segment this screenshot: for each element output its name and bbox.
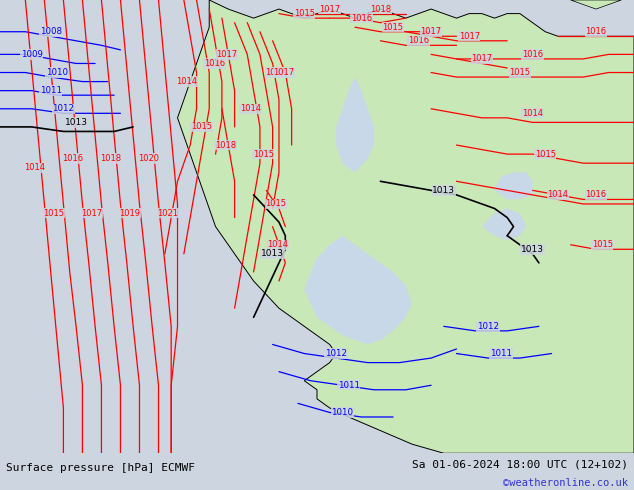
Text: 1013: 1013	[65, 118, 87, 127]
Polygon shape	[304, 236, 412, 344]
Text: 1010: 1010	[332, 408, 353, 417]
Text: 1016: 1016	[204, 59, 225, 68]
Text: 1015: 1015	[43, 209, 65, 218]
Text: 1016: 1016	[522, 50, 543, 59]
Text: 1018: 1018	[215, 141, 236, 149]
Text: 1017: 1017	[216, 50, 238, 59]
Text: 1011: 1011	[338, 381, 359, 390]
Text: 1015: 1015	[191, 122, 212, 131]
Text: 1015: 1015	[509, 68, 531, 77]
Text: 1017: 1017	[471, 54, 493, 63]
Text: 1014: 1014	[176, 77, 198, 86]
Text: 1009: 1009	[21, 50, 42, 59]
Text: 1017: 1017	[273, 68, 295, 77]
Text: 1019: 1019	[119, 209, 141, 218]
Text: 1011: 1011	[40, 86, 61, 95]
Text: 1020: 1020	[138, 154, 160, 163]
Text: 1008: 1008	[40, 27, 61, 36]
Text: 1015: 1015	[592, 240, 613, 249]
Text: 1015: 1015	[265, 199, 287, 208]
Text: 1010: 1010	[46, 68, 68, 77]
Text: 1015: 1015	[294, 9, 315, 18]
Text: 1013: 1013	[432, 186, 455, 195]
Text: 1015: 1015	[534, 149, 556, 159]
Text: 1012: 1012	[477, 322, 499, 331]
Text: 1017: 1017	[458, 32, 480, 41]
Text: 1012: 1012	[53, 104, 74, 113]
Text: 1013: 1013	[521, 245, 544, 254]
Text: 1021: 1021	[157, 209, 179, 218]
Text: 1011: 1011	[490, 349, 512, 358]
Text: 1017: 1017	[319, 4, 340, 14]
Text: 1013: 1013	[261, 249, 284, 258]
Text: 1014: 1014	[240, 104, 261, 113]
Text: 1016: 1016	[351, 14, 372, 23]
Text: 1017: 1017	[81, 209, 103, 218]
Polygon shape	[495, 172, 533, 199]
Text: 1012: 1012	[325, 349, 347, 358]
Text: 1014: 1014	[267, 240, 288, 249]
Text: 1016: 1016	[62, 154, 84, 163]
Text: 1014: 1014	[547, 191, 569, 199]
Text: 1016: 1016	[265, 68, 287, 77]
Text: 1018: 1018	[100, 154, 122, 163]
Text: 1016: 1016	[408, 36, 429, 45]
Text: 1016: 1016	[585, 191, 607, 199]
Polygon shape	[336, 77, 374, 172]
Text: Sa 01-06-2024 18:00 UTC (12+102): Sa 01-06-2024 18:00 UTC (12+102)	[411, 459, 628, 469]
Text: ©weatheronline.co.uk: ©weatheronline.co.uk	[503, 478, 628, 489]
Text: 1014: 1014	[24, 163, 46, 172]
Text: 1015: 1015	[252, 149, 274, 159]
Polygon shape	[482, 209, 526, 240]
Polygon shape	[178, 0, 634, 453]
Text: Surface pressure [hPa] ECMWF: Surface pressure [hPa] ECMWF	[6, 463, 195, 473]
Text: 1018: 1018	[370, 4, 391, 14]
Text: 1016: 1016	[585, 27, 607, 36]
Text: 1014: 1014	[522, 109, 543, 118]
Text: 1015: 1015	[382, 23, 404, 32]
Polygon shape	[571, 0, 621, 9]
Text: 1017: 1017	[420, 27, 442, 36]
